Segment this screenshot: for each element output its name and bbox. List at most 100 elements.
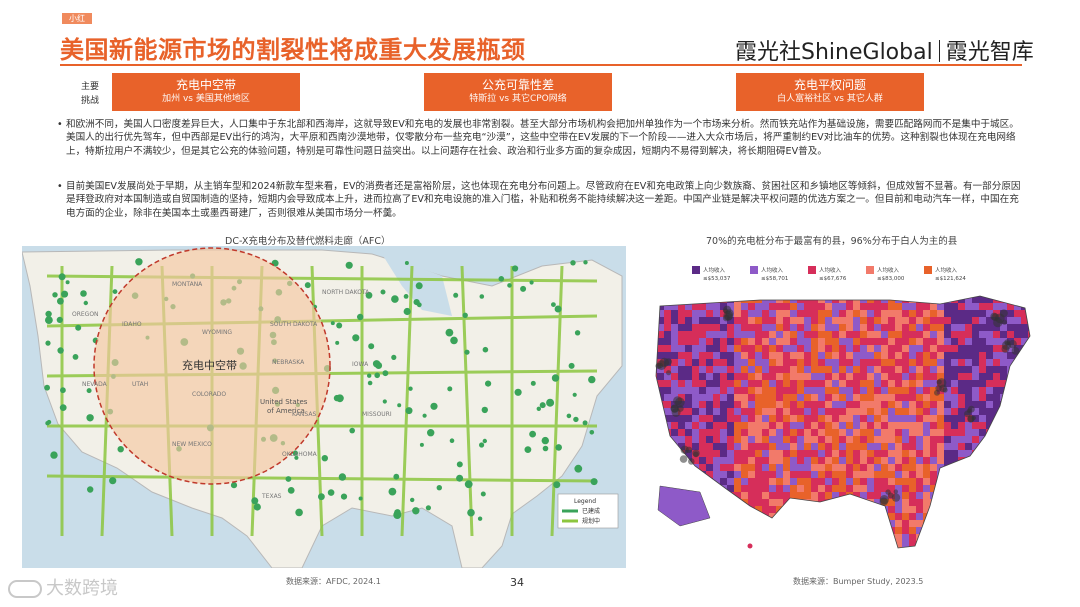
county-tile <box>1007 359 1015 367</box>
station-node <box>388 487 397 496</box>
county-tile <box>888 331 896 339</box>
county-tile <box>867 394 875 402</box>
station-node <box>447 386 453 392</box>
county-tile <box>986 296 994 304</box>
county-tile <box>706 303 714 311</box>
county-tile <box>713 387 721 395</box>
county-tile <box>713 422 721 430</box>
county-tile <box>832 471 840 479</box>
county-tile <box>755 408 763 416</box>
station-node <box>422 413 427 418</box>
county-tile <box>846 464 854 472</box>
county-tile <box>909 394 917 402</box>
county-tile <box>839 366 847 374</box>
county-tile <box>685 324 693 332</box>
county-tile <box>734 478 742 486</box>
county-tile <box>972 387 980 395</box>
county-tile <box>909 527 917 535</box>
county-tile <box>888 401 896 409</box>
county-tile <box>664 338 672 346</box>
county-tile <box>972 408 980 416</box>
county-tile <box>909 387 917 395</box>
county-tile <box>993 352 1001 360</box>
county-tile <box>804 457 812 465</box>
station-node <box>117 446 124 453</box>
county-tile <box>846 331 854 339</box>
county-tile <box>888 429 896 437</box>
county-tile <box>958 317 966 325</box>
county-tile <box>944 303 952 311</box>
county-tile <box>811 471 819 479</box>
county-tile <box>1000 324 1008 332</box>
county-tile <box>706 359 714 367</box>
county-tile <box>797 408 805 416</box>
county-tile <box>951 457 959 465</box>
county-tile <box>678 415 686 423</box>
county-tile <box>804 401 812 409</box>
county-tile <box>923 499 931 507</box>
county-tile <box>1007 331 1015 339</box>
county-tile <box>734 317 742 325</box>
station-node <box>588 375 596 384</box>
county-tile <box>923 352 931 360</box>
county-tile <box>853 422 861 430</box>
county-tile <box>769 464 777 472</box>
county-tile <box>734 345 742 353</box>
county-tile <box>888 464 896 472</box>
charger-dot <box>688 458 695 465</box>
county-tile <box>818 443 826 451</box>
right-map-source: 数据来源：Bumper Study, 2023.5 <box>793 577 924 586</box>
county-tile <box>853 366 861 374</box>
county-tile <box>776 457 784 465</box>
county-tile <box>923 331 931 339</box>
county-tile <box>825 324 833 332</box>
county-tile <box>923 303 931 311</box>
county-tile <box>699 401 707 409</box>
county-tile <box>776 387 784 395</box>
county-tile <box>734 394 742 402</box>
county-tile <box>923 464 931 472</box>
county-tile <box>734 401 742 409</box>
county-tile <box>832 317 840 325</box>
county-tile <box>874 492 882 500</box>
county-tile <box>776 352 784 360</box>
paragraph-text: 和欧洲不同，美国人口密度差异巨大，人口集中于东北部和西海岸，这就导致EV和充电的… <box>66 119 1019 157</box>
county-tile <box>755 303 763 311</box>
county-tile <box>839 303 847 311</box>
county-tile <box>776 345 784 353</box>
charger-dot <box>679 455 688 463</box>
county-tile <box>888 345 896 353</box>
county-tile <box>734 366 742 374</box>
county-tile <box>839 373 847 381</box>
station-node <box>65 280 70 285</box>
county-tile <box>986 303 994 311</box>
county-tile <box>734 303 742 311</box>
county-tile <box>678 429 686 437</box>
county-tile <box>713 352 721 360</box>
county-tile <box>811 457 819 465</box>
county-tile <box>776 422 784 430</box>
state-label: NEW MEXICO <box>172 441 212 448</box>
county-tile <box>888 499 896 507</box>
station-node <box>382 370 389 377</box>
county-tile <box>972 373 980 381</box>
station-node <box>541 436 549 445</box>
county-tile <box>790 415 798 423</box>
county-tile <box>804 436 812 444</box>
county-tile <box>727 303 735 311</box>
county-tile <box>909 541 917 548</box>
station-node <box>61 290 69 298</box>
county-tile <box>937 303 945 311</box>
county-tile <box>881 324 889 332</box>
county-tile <box>797 457 805 465</box>
county-tile <box>867 352 875 360</box>
county-tile <box>776 366 784 374</box>
station-node <box>287 487 295 494</box>
county-tile <box>881 366 889 374</box>
county-tile <box>881 443 889 451</box>
county-tile <box>804 366 812 374</box>
county-tile <box>916 317 924 325</box>
county-tile <box>797 394 805 402</box>
county-tile <box>923 380 931 388</box>
county-tile <box>930 408 938 416</box>
